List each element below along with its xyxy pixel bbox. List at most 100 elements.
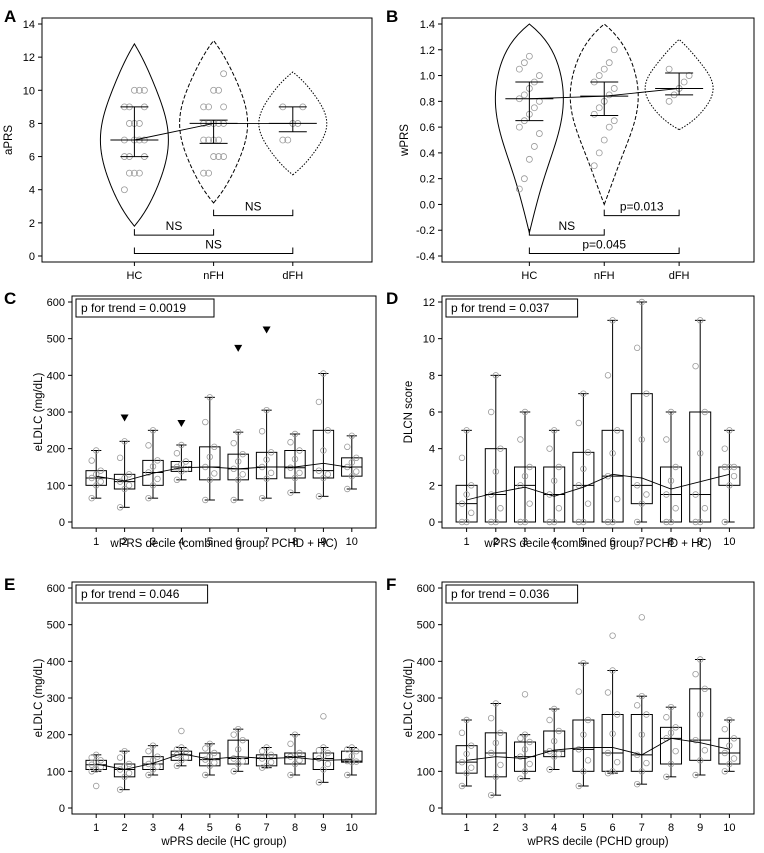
panel-d-xtick-label: 1 xyxy=(464,536,470,548)
panel-c-data-point xyxy=(154,475,161,483)
panel-d-data-point xyxy=(638,298,645,306)
panel-e-data-point xyxy=(234,760,242,768)
panel-f-data-point xyxy=(726,716,733,724)
panel-c-data-point xyxy=(206,453,213,461)
panel-b-data-point xyxy=(605,91,613,99)
panel-c-data-point xyxy=(234,476,242,484)
panel-f-data-point xyxy=(497,729,504,737)
panel-f-xtick-label: 8 xyxy=(668,822,674,834)
panel-d-data-point xyxy=(663,436,670,443)
panel-e-trend-label: p for trend = 0.046 xyxy=(81,587,180,601)
panel-c-xtick-label: 1 xyxy=(93,536,99,548)
panel-a-comparison-label: NS xyxy=(166,219,183,233)
panel-b-comparison-bracket xyxy=(528,229,605,236)
panel-a-data-point xyxy=(210,86,218,94)
panel-d-data-point xyxy=(575,419,582,427)
panel-b-xtick-label: dFH xyxy=(669,270,690,282)
panel-f-data-point xyxy=(521,768,529,775)
panel-b-ytick-label: 1.0 xyxy=(420,71,435,83)
panel-e-data-point xyxy=(234,725,242,733)
panel-d-data-point xyxy=(721,463,728,471)
panel-d-data-point xyxy=(604,518,612,526)
panel-b-data-point xyxy=(595,72,603,79)
panel-d-data-point xyxy=(663,491,670,498)
panel-b-data-point xyxy=(605,59,613,67)
panel-a-data-point xyxy=(279,136,287,144)
panel-e-outlier-point xyxy=(320,713,327,720)
panel-a-ytick-label: 10 xyxy=(23,85,35,97)
panel-c-ytick-label: 300 xyxy=(47,407,65,419)
panel-b-data-point xyxy=(515,185,523,193)
panel-b-data-point xyxy=(590,162,598,170)
panel-e-data-point xyxy=(324,749,332,757)
panel-b-comparison-label: NS xyxy=(558,219,575,233)
panel-b-ytick-label: -0.4 xyxy=(416,251,435,263)
panel-c-data-point xyxy=(287,439,294,446)
panel-e-data-point xyxy=(234,746,242,753)
panel-c-data-point xyxy=(206,476,213,484)
panel-b-data-point xyxy=(520,59,528,67)
panel-f-data-point xyxy=(584,757,592,764)
panel-f-data-point xyxy=(692,736,699,744)
panel-e-box xyxy=(142,756,164,771)
panel-f-data-point xyxy=(701,747,709,754)
panel-e-ytick-label: 500 xyxy=(47,620,65,632)
panel-e-data-point xyxy=(320,752,327,759)
panel-d-data-point xyxy=(468,509,475,517)
panel-a-ylabel: aPRS xyxy=(3,125,15,155)
panel-e-ytick-label: 400 xyxy=(47,656,65,668)
panel-a-comparison-bracket xyxy=(213,209,294,217)
panel-f-data-point xyxy=(468,764,475,771)
panel-d-data-point xyxy=(614,495,621,503)
panel-e-ytick-label: 0 xyxy=(59,803,65,815)
panel-c-data-point xyxy=(258,494,266,502)
panel-a-comparison-bracket xyxy=(133,247,294,254)
panel-e-data-point xyxy=(206,740,213,748)
panel-b-plot-frame xyxy=(441,17,755,263)
panel-b-violin xyxy=(494,23,564,233)
panel-e-data-point xyxy=(202,745,209,752)
panel-c-data-point xyxy=(125,471,133,478)
panel-a-data-point xyxy=(135,86,143,94)
panel-c-data-point xyxy=(315,398,323,406)
panel-a-data-point xyxy=(215,86,223,94)
panel-e-data-point xyxy=(315,755,323,762)
panel-d-data-point xyxy=(667,518,675,526)
panel-c-data-point xyxy=(182,458,190,465)
panel-f-data-point xyxy=(609,768,616,775)
panel-d-box xyxy=(513,466,537,523)
panel-d-data-point xyxy=(555,463,563,471)
panel-b-ytick-label: 0.2 xyxy=(420,174,435,186)
panel-f-data-point xyxy=(726,742,733,749)
panel-f-ytick-label: 0 xyxy=(429,803,435,815)
panel-f-data-point xyxy=(458,782,466,790)
panel-e-data-point xyxy=(348,758,355,766)
panel-f-xtick-label: 1 xyxy=(464,822,470,834)
panel-c-ytick-label: 200 xyxy=(47,444,65,456)
panel-f-outlier-point xyxy=(638,614,645,621)
panel-b-comparison-label: p=0.013 xyxy=(620,200,664,214)
panel-d-data-point xyxy=(672,505,679,512)
panel-e-data-point xyxy=(154,753,161,760)
panel-c-data-point xyxy=(344,485,351,493)
panel-c-data-point xyxy=(267,449,275,456)
panel-f-data-point xyxy=(492,700,499,707)
panel-c-xtick-label: 4 xyxy=(178,536,184,548)
panel-f-data-point xyxy=(609,667,616,674)
panel-e-xtick-label: 3 xyxy=(150,822,156,834)
panel-c-box xyxy=(255,451,278,480)
panel-c-data-point xyxy=(348,472,355,480)
panel-d-data-point xyxy=(697,450,704,457)
panel-f-data-point xyxy=(575,746,582,753)
panel-e-data-point xyxy=(353,758,360,765)
panel-d-trend-box xyxy=(445,298,579,318)
panel-a-data-point xyxy=(130,86,138,94)
panel-e-data-point xyxy=(211,749,218,757)
panel-b-comparison-label: p=0.045 xyxy=(582,237,626,251)
panel-e-data-point xyxy=(287,771,294,779)
panel-f-data-point xyxy=(614,758,621,766)
panel-f-data-point xyxy=(672,724,679,731)
panel-f-data-point xyxy=(667,729,675,737)
panel-d-data-point xyxy=(721,518,728,526)
